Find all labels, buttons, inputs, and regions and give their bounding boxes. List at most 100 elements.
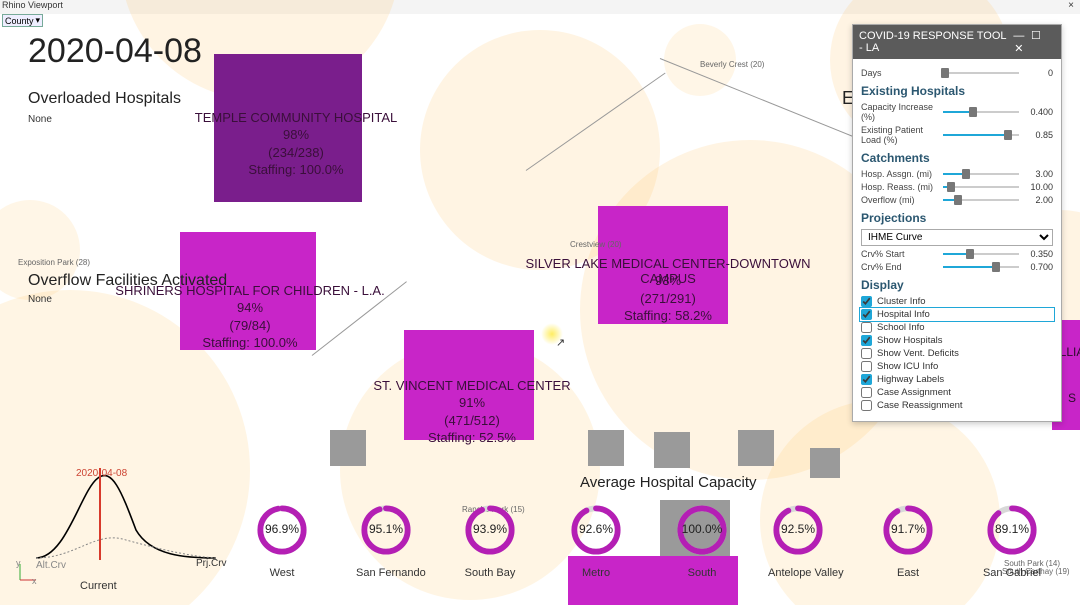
panel-min-icon[interactable]: — [1012,30,1026,42]
county-dropdown[interactable]: County ▾ [2,14,43,27]
group-catch-title: Catchments [861,151,1053,165]
slider-row: Overflow (mi) 2.00 [861,195,1053,205]
slider-row: Hosp. Assgn. (mi) 3.00 [861,169,1053,179]
current-date: 2020-04-08 [28,32,202,71]
slider-label: Existing Patient Load (%) [861,125,939,145]
checkbox-input[interactable] [861,361,872,372]
slider-row: Existing Patient Load (%) 0.85 [861,125,1053,145]
curve-prj: Prj.Crv [196,558,227,569]
slider-row: Crv% End 0.700 [861,262,1053,272]
axis-gizmo: y x [16,562,38,586]
checkbox-input[interactable] [861,335,872,346]
checkbox-label: School Info [877,322,925,333]
checkbox-input[interactable] [861,309,872,320]
group-disp-title: Display [861,278,1053,292]
display-checkbox[interactable]: Show Hospitals [861,335,1053,346]
overloaded-title: Overloaded Hospitals [28,90,181,108]
display-checkbox[interactable]: Show ICU Info [861,361,1053,372]
hospital-stats: 93%(271/291)Staffing: 58.2% [518,272,818,325]
slider-value: 10.00 [1023,182,1053,192]
ring-value: 91.7% [878,522,938,536]
display-checkbox[interactable]: Show Vent. Deficits [861,348,1053,359]
hospital-name: TEMPLE COMMUNITY HOSPITAL [146,110,446,125]
ring-label: East [878,567,938,579]
ring-value: 96.9% [252,522,312,536]
group-proj-title: Projections [861,211,1053,225]
slider-value: 0.85 [1023,130,1053,140]
checkbox-input[interactable] [861,400,872,411]
ring-label: Antelope Valley [768,567,828,579]
slider-label: Hosp. Assgn. (mi) [861,169,939,179]
display-checkbox[interactable]: Case Reassignment [861,400,1053,411]
ring-value: 89.1% [982,522,1042,536]
projection-select[interactable]: IHME Curve [861,229,1053,246]
checkbox-label: Case Assignment [877,387,951,398]
hospital-name: ST. VINCENT MEDICAL CENTER [322,378,622,393]
display-checkbox[interactable]: Hospital Info [861,309,1053,320]
display-checkbox[interactable]: Cluster Info [861,296,1053,307]
capacity-ring: 92.6%Metro [566,504,626,579]
hospital-stats: 98%(234/238)Staffing: 100.0% [146,126,446,179]
checkbox-label: Highway Labels [877,374,944,385]
avg-capacity-title: Average Hospital Capacity [580,474,756,491]
slider[interactable] [943,249,1019,259]
hospital-stats: 91%(471/512)Staffing: 52.5% [322,394,622,447]
display-checkbox[interactable]: School Info [861,322,1053,333]
slider[interactable] [943,107,1019,117]
ring-value: 100.0% [672,522,732,536]
slider-label: Hosp. Reass. (mi) [861,182,939,192]
checkbox-label: Case Reassignment [877,400,963,411]
panel-title: COVID-19 RESPONSE TOOL - LA [859,30,1012,54]
slider-value: 2.00 [1023,195,1053,205]
slider[interactable] [943,182,1019,192]
checkbox-input[interactable] [861,296,872,307]
ring-label: West [252,567,312,579]
slider-label: Days [861,68,939,78]
ring-label: San Gabriel [982,567,1042,579]
checkbox-input[interactable] [861,387,872,398]
ring-label: South [672,567,732,579]
checkbox-label: Hospital Info [877,309,930,320]
display-checkbox[interactable]: Highway Labels [861,374,1053,385]
slider-label: Crv% Start [861,249,939,259]
slider[interactable] [943,68,1019,78]
checkbox-label: Show Hospitals [877,335,942,346]
ring-label: Metro [566,567,626,579]
slider-label: Capacity Increase (%) [861,102,939,122]
ring-value: 95.1% [356,522,416,536]
checkbox-input[interactable] [861,348,872,359]
curve-alt: Alt.Crv [36,560,66,571]
slider-value: 3.00 [1023,169,1053,179]
panel-close-icon[interactable]: ✕ [1012,42,1026,55]
slider[interactable] [943,195,1019,205]
slider[interactable] [943,262,1019,272]
checkbox-label: Show ICU Info [877,361,938,372]
slider-row: Capacity Increase (%)0.400 [861,102,1053,122]
slider-value: 0.350 [1023,249,1053,259]
ring-value: 93.9% [460,522,520,536]
close-icon[interactable]: × [1068,0,1074,11]
slider[interactable] [943,169,1019,179]
slider-label: Crv% End [861,262,939,272]
slider-value: 0 [1023,68,1053,78]
slider-row: Days 0 [861,68,1053,78]
overflow-title: Overflow Facilities Activated [28,272,227,290]
curve-date-label: 2020-04-08 [76,468,127,479]
checkbox-input[interactable] [861,374,872,385]
checkbox-input[interactable] [861,322,872,333]
cluster-label: Crestview (20) [570,240,622,249]
cluster-label: Beverly Crest (20) [700,60,764,69]
slider-label: Overflow (mi) [861,195,939,205]
capacity-ring: 95.1%San Fernando [356,504,416,579]
overloaded-value: None [28,114,52,125]
checkbox-label: Show Vent. Deficits [877,348,959,359]
slider[interactable] [943,130,1019,140]
slider-row: Hosp. Reass. (mi) 10.00 [861,182,1053,192]
hospital-stats: 94%(79/84)Staffing: 100.0% [100,299,400,352]
slider-row: Crv% Start 0.350 [861,249,1053,259]
display-checkbox[interactable]: Case Assignment [861,387,1053,398]
ring-label: South Bay [460,567,520,579]
panel-header[interactable]: COVID-19 RESPONSE TOOL - LA — ☐ ✕ [853,25,1061,59]
panel-max-icon[interactable]: ☐ [1029,29,1043,42]
slider-value: 0.700 [1023,262,1053,272]
